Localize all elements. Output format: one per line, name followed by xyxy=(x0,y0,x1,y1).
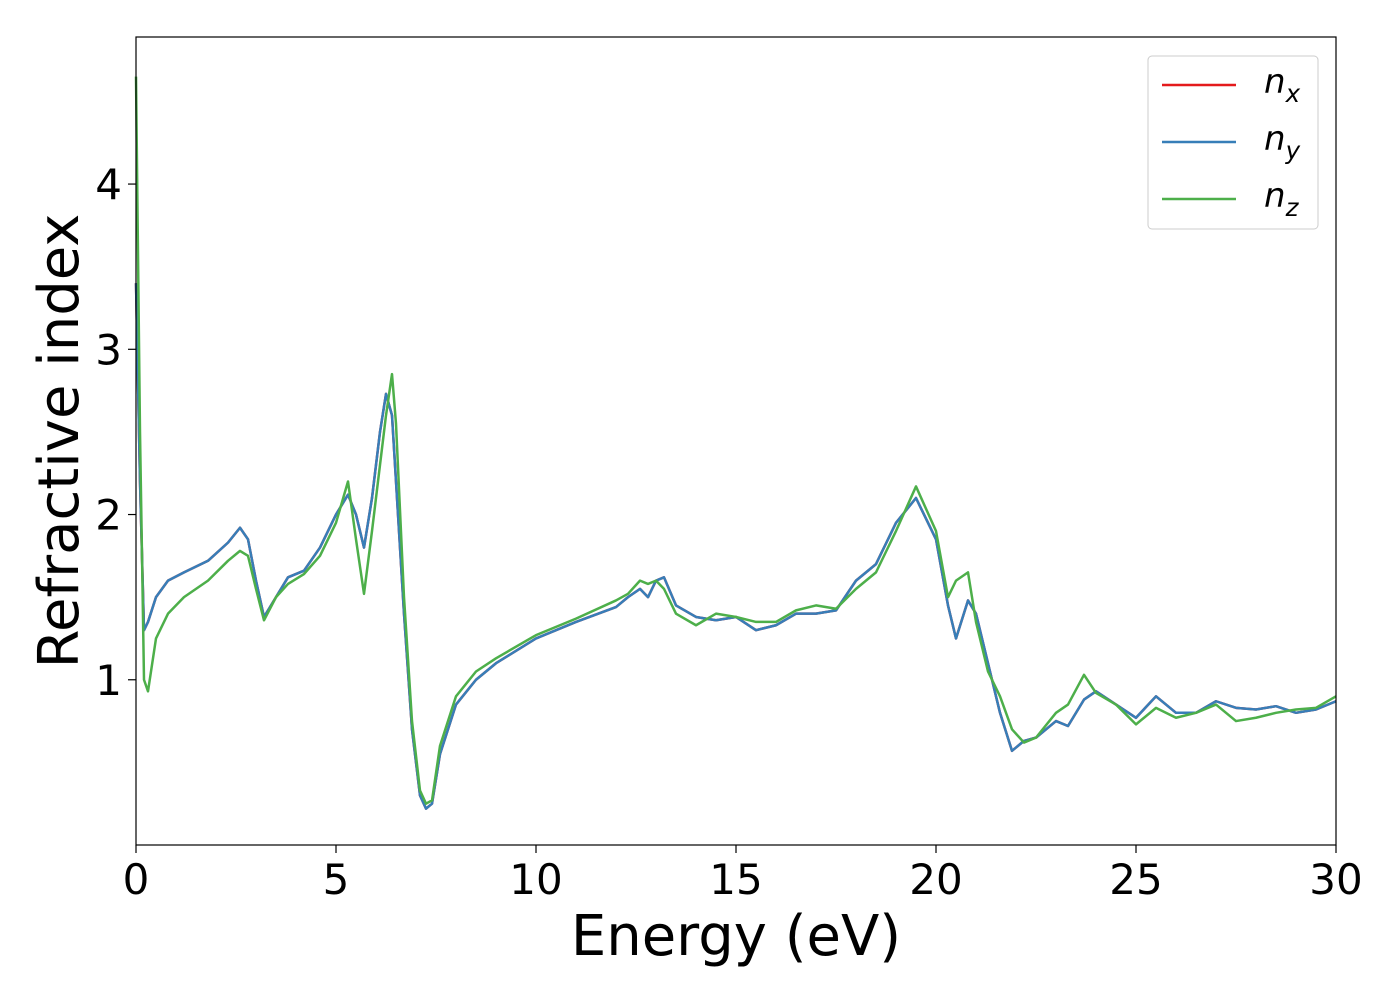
x-tick-label: 15 xyxy=(709,855,762,904)
x-tick-label: 30 xyxy=(1309,855,1362,904)
y-axis-label: Refractive index xyxy=(27,214,92,669)
y-tick-label: 3 xyxy=(95,325,122,374)
x-tick-label: 25 xyxy=(1109,855,1162,904)
legend-label: nz xyxy=(1264,176,1300,222)
legend-label: nx xyxy=(1264,62,1301,108)
x-tick-label: 0 xyxy=(123,855,150,904)
x-tick-label: 10 xyxy=(509,855,562,904)
y-tick-label: 1 xyxy=(95,656,122,705)
series-line xyxy=(134,283,1337,810)
y-tick-label: 2 xyxy=(95,491,122,540)
x-axis-label: Energy (eV) xyxy=(571,904,901,969)
series-line xyxy=(134,283,1337,810)
x-tick-label: 20 xyxy=(909,855,962,904)
y-tick-label: 4 xyxy=(95,160,122,209)
series-line xyxy=(134,76,1337,805)
x-tick-label: 5 xyxy=(323,855,350,904)
plot-frame xyxy=(135,36,1337,846)
legend-label: ny xyxy=(1264,119,1301,165)
